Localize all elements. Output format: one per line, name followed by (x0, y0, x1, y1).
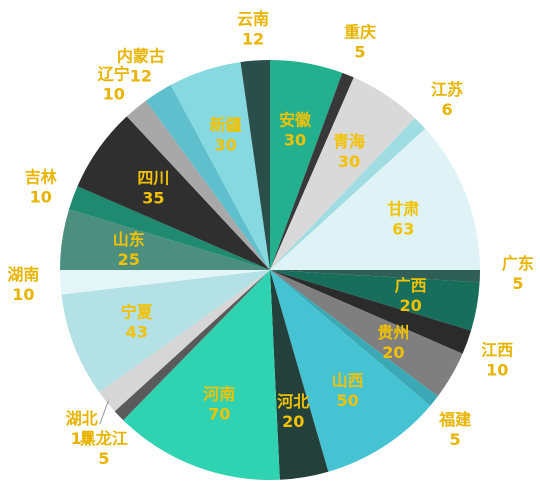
slice-value-甘肃: 63 (392, 220, 414, 239)
slice-辽宁 (126, 100, 270, 270)
leader-lines (99, 400, 109, 425)
slice-label-宁夏: 宁夏 (121, 303, 154, 322)
slice-河北 (270, 270, 329, 480)
slice-label-内蒙古: 内蒙古 (117, 46, 165, 65)
slice-labels: 安徽30重庆5青海30江苏6甘肃63广东5广西20江西10贵州20福建5山西50… (7, 10, 534, 469)
slice-label-重庆: 重庆 (344, 22, 376, 41)
slice-label-安徽: 安徽 (279, 110, 312, 129)
slice-value-广西: 20 (399, 296, 421, 315)
slice-value-河南: 70 (208, 405, 230, 424)
slice-value-福建: 5 (450, 430, 461, 449)
slice-label-山西: 山西 (332, 371, 364, 390)
slice-value-新疆: 30 (214, 135, 236, 154)
slice-label-黑龙江: 黑龙江 (80, 429, 128, 448)
slice-吉林 (68, 186, 270, 270)
slice-内蒙古 (145, 84, 270, 270)
slice-label-云南: 云南 (237, 10, 269, 29)
slice-label-湖北: 湖北 (66, 409, 98, 428)
slice-广西 (270, 270, 480, 331)
slice-江苏 (270, 118, 426, 270)
leader-line-湖北 (99, 400, 109, 425)
slice-湖南 (60, 270, 270, 295)
slice-label-山东: 山东 (113, 230, 145, 249)
slice-湖北 (99, 270, 271, 412)
slice-value-重庆: 5 (354, 42, 365, 61)
slice-宁夏 (61, 270, 270, 393)
slice-label-河南: 河南 (203, 385, 235, 404)
slice-label-河北: 河北 (277, 392, 309, 411)
slice-label-青海: 青海 (333, 132, 365, 151)
slice-label-贵州: 贵州 (377, 323, 409, 342)
slice-value-江西: 10 (486, 360, 508, 379)
slice-label-福建: 福建 (438, 410, 471, 429)
slice-安徽 (270, 59, 343, 270)
slice-label-湖南: 湖南 (7, 265, 39, 284)
slice-value-宁夏: 43 (126, 323, 148, 342)
slice-甘肃 (270, 128, 480, 270)
slice-value-内蒙古: 12 (130, 66, 152, 85)
slice-value-辽宁: 10 (103, 85, 125, 104)
pie-slices (60, 59, 480, 481)
slice-label-广西: 广西 (395, 276, 427, 295)
slice-label-甘肃: 甘肃 (387, 200, 419, 219)
slice-value-广东: 5 (512, 274, 523, 293)
slice-label-吉林: 吉林 (25, 168, 57, 187)
slice-value-河北: 20 (282, 412, 304, 431)
slice-广东 (270, 270, 480, 283)
slice-value-安徽: 30 (284, 130, 306, 149)
slice-山东 (60, 209, 270, 270)
slice-河南 (123, 270, 280, 481)
slice-江西 (270, 270, 472, 354)
slice-新疆 (170, 62, 270, 270)
slice-value-四川: 35 (142, 189, 164, 208)
slice-山西 (270, 270, 431, 472)
slice-四川 (77, 116, 271, 270)
slice-label-广东: 广东 (502, 254, 534, 273)
slice-value-湖北: 10 (71, 429, 93, 448)
slice-value-山西: 50 (336, 391, 358, 410)
slice-云南 (240, 59, 270, 270)
slice-黑龙江 (114, 270, 271, 421)
slice-重庆 (270, 72, 354, 270)
slice-label-江西: 江西 (481, 340, 513, 359)
slice-label-辽宁: 辽宁 (98, 65, 130, 84)
slice-value-江苏: 6 (442, 100, 453, 119)
slice-value-吉林: 10 (30, 188, 52, 207)
slice-label-江苏: 江苏 (431, 80, 463, 99)
slice-value-湖南: 10 (12, 285, 34, 304)
slice-青海 (270, 77, 415, 271)
slice-value-青海: 30 (338, 152, 360, 171)
slice-label-四川: 四川 (137, 169, 169, 188)
slice-value-云南: 12 (242, 30, 264, 49)
slice-贵州 (270, 270, 463, 397)
slice-福建 (270, 270, 438, 406)
slice-value-山东: 25 (118, 250, 140, 269)
slice-label-新疆: 新疆 (210, 115, 242, 134)
slice-value-黑龙江: 5 (98, 449, 109, 468)
slice-value-贵州: 20 (382, 343, 404, 362)
